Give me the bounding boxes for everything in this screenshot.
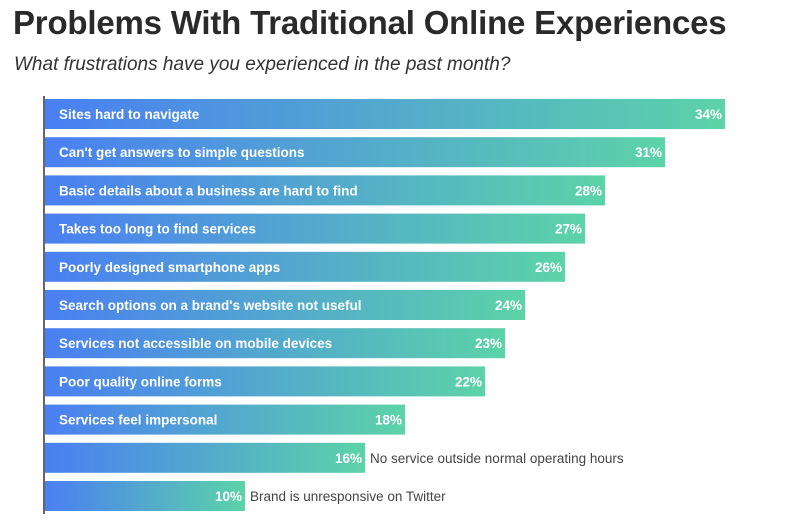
category-label-5: Poorly designed smartphone apps bbox=[59, 260, 280, 275]
category-label-11: Brand is unresponsive on Twitter bbox=[250, 489, 446, 504]
value-label-10: 16% bbox=[335, 451, 362, 466]
bar-3 bbox=[45, 175, 605, 206]
category-label-8: Poor quality online forms bbox=[59, 374, 222, 389]
bar-1 bbox=[45, 99, 725, 129]
category-label-10: No service outside normal operating hour… bbox=[370, 451, 624, 466]
category-label-9: Services feel impersonal bbox=[59, 413, 217, 428]
value-label-5: 26% bbox=[535, 260, 562, 275]
value-label-3: 28% bbox=[575, 183, 602, 198]
category-label-1: Sites hard to navigate bbox=[59, 107, 200, 122]
bar-8 bbox=[45, 366, 485, 397]
bar-7 bbox=[45, 328, 505, 359]
bar-9 bbox=[45, 404, 405, 435]
bar-5 bbox=[45, 251, 565, 282]
bar-11 bbox=[45, 481, 245, 511]
bars-group: 34% Sites hard to navigate 31% Can't get an… bbox=[45, 99, 725, 511]
value-label-4: 27% bbox=[555, 222, 582, 237]
value-label-9: 18% bbox=[375, 413, 402, 428]
bar-10 bbox=[45, 442, 365, 473]
bar-2 bbox=[45, 137, 665, 168]
value-label-6: 24% bbox=[495, 298, 522, 313]
category-label-4: Takes too long to find services bbox=[59, 222, 256, 237]
value-label-11: 10% bbox=[215, 489, 242, 504]
category-label-2: Can't get answers to simple questions bbox=[59, 145, 305, 160]
category-label-3: Basic details about a business are hard … bbox=[59, 183, 358, 198]
value-label-7: 23% bbox=[475, 336, 502, 351]
value-label-2: 31% bbox=[635, 145, 662, 160]
category-label-7: Services not accessible on mobile device… bbox=[59, 336, 332, 351]
value-label-1: 34% bbox=[695, 107, 722, 122]
category-label-6: Search options on a brand's website not … bbox=[59, 298, 362, 313]
value-label-8: 22% bbox=[455, 374, 482, 389]
bar-6 bbox=[45, 290, 525, 320]
chart-subtitle: What frustrations have you experienced i… bbox=[14, 54, 511, 75]
chart-title: Problems With Traditional Online Experie… bbox=[13, 4, 727, 41]
bar-4 bbox=[45, 213, 585, 244]
